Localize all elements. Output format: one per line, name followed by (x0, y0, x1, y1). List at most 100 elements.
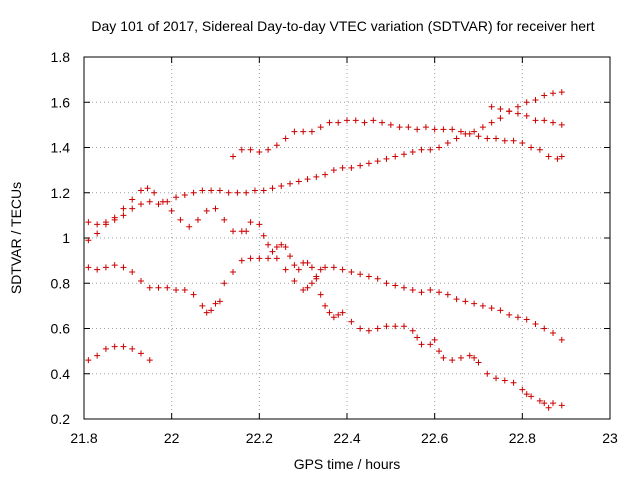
data-point-marker (431, 336, 438, 343)
grid (84, 57, 610, 419)
data-point-marker (352, 117, 359, 124)
data-point-marker (475, 359, 482, 366)
x-tick-label: 23 (602, 430, 618, 446)
x-tick-label: 22.2 (246, 430, 273, 446)
data-point-marker (308, 264, 315, 271)
data-point-marker (523, 112, 530, 119)
data-point-marker (190, 291, 197, 298)
data-point-marker (431, 126, 438, 133)
data-point-marker (440, 126, 447, 133)
data-point-marker (221, 280, 228, 287)
y-tick-label: 1.6 (51, 94, 71, 110)
data-point-marker (497, 106, 504, 113)
data-point-marker (471, 300, 478, 307)
data-point-marker (466, 130, 473, 137)
data-point-marker (528, 144, 535, 151)
data-point-marker (85, 219, 92, 226)
data-point-marker (409, 287, 416, 294)
data-point-marker (144, 185, 151, 192)
data-point-marker (348, 318, 355, 325)
data-point-marker (238, 257, 245, 264)
data-point-marker (506, 311, 513, 318)
y-tick-label: 1 (62, 230, 70, 246)
data-point-marker (488, 305, 495, 312)
data-point-marker (436, 144, 443, 151)
data-point-marker (387, 121, 394, 128)
data-point-marker (532, 320, 539, 327)
data-point-marker (291, 262, 298, 269)
data-point-marker (471, 128, 478, 135)
data-point-marker (400, 323, 407, 330)
data-point-marker (400, 151, 407, 158)
data-point-marker (85, 237, 92, 244)
data-point-marker (304, 284, 311, 291)
data-point-marker (497, 307, 504, 314)
data-point-marker (243, 189, 250, 196)
data-point-marker (466, 352, 473, 359)
data-point-marker (304, 259, 311, 266)
data-point-marker (308, 280, 315, 287)
data-point-marker (550, 400, 557, 407)
data-point-marker (374, 158, 381, 165)
data-point-marker (545, 404, 552, 411)
data-point-marker (208, 307, 215, 314)
data-point-marker (146, 357, 153, 364)
data-point-marker (85, 357, 92, 364)
data-point-marker (400, 284, 407, 291)
data-point-marker (392, 323, 399, 330)
data-point-marker (536, 397, 543, 404)
data-point-marker (203, 309, 210, 316)
data-point-marker (251, 187, 258, 194)
data-point-marker (273, 142, 280, 149)
data-point-marker (330, 314, 337, 321)
data-point-marker (436, 289, 443, 296)
data-point-marker (164, 284, 171, 291)
data-point-marker (181, 287, 188, 294)
data-point-marker (497, 115, 504, 122)
axis-ticks: 21.8 22 22.2 22.4 22.6 22.8 23 0.2 0.4 0.6 0.8 1 1.2… (51, 49, 618, 446)
data-point-marker (120, 264, 127, 271)
data-point-marker (317, 124, 324, 131)
data-point-marker (194, 216, 201, 223)
data-point-marker (208, 187, 215, 194)
data-point-marker (479, 302, 486, 309)
data-point-marker (308, 128, 315, 135)
data-point-marker (317, 266, 324, 273)
data-point-marker (536, 146, 543, 153)
data-point-marker (265, 146, 272, 153)
data-point-marker (409, 149, 416, 156)
data-point-marker (392, 153, 399, 160)
data-point-marker (216, 298, 223, 305)
data-point-marker (120, 205, 127, 212)
data-point-marker (212, 300, 219, 307)
data-point-marker (339, 266, 346, 273)
data-point-marker (295, 266, 302, 273)
data-point-marker (392, 282, 399, 289)
data-point-marker (453, 296, 460, 303)
data-point-marker (427, 287, 434, 294)
data-point-marker (238, 146, 245, 153)
data-point-marker (444, 291, 451, 298)
data-point-marker (365, 160, 372, 167)
data-point-marker (541, 400, 548, 407)
data-point-marker (449, 357, 456, 364)
data-point-marker (541, 92, 548, 99)
data-point-marker (247, 219, 254, 226)
data-point-marker (457, 128, 464, 135)
data-point-marker (269, 248, 276, 255)
data-point-marker (330, 264, 337, 271)
data-point-marker (506, 108, 513, 115)
data-point-marker (260, 187, 267, 194)
data-point-marker (374, 325, 381, 332)
data-point-marker (514, 314, 521, 321)
data-point-marker (129, 196, 136, 203)
data-point-marker (418, 146, 425, 153)
data-point-marker (322, 302, 329, 309)
data-point-marker (326, 119, 333, 126)
data-point-marker (230, 153, 237, 160)
data-point-marker (444, 139, 451, 146)
data-point-marker (554, 155, 561, 162)
y-tick-label: 1.2 (51, 185, 71, 201)
data-point-marker (370, 117, 377, 124)
data-point-marker (282, 266, 289, 273)
